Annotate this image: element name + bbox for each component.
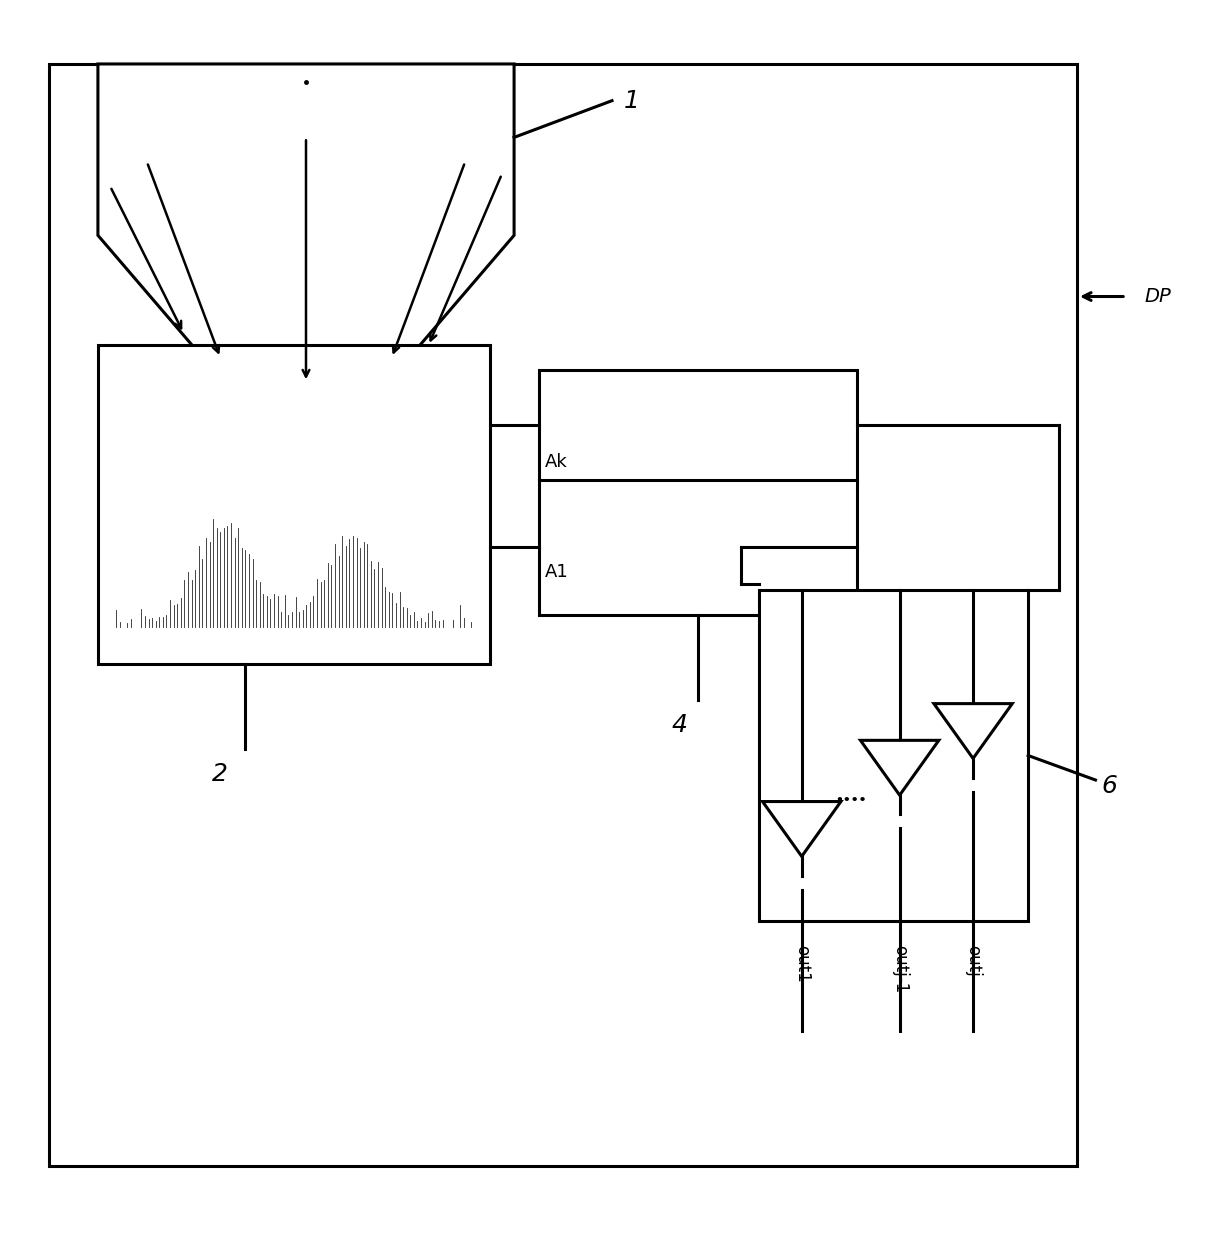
Polygon shape	[934, 703, 1012, 759]
Polygon shape	[98, 64, 514, 406]
Text: 1: 1	[624, 89, 640, 113]
Polygon shape	[763, 801, 841, 856]
Text: ••••: ••••	[835, 794, 867, 808]
Bar	[98, 346, 490, 663]
Text: outj: outj	[965, 946, 982, 977]
Bar	[49, 64, 1077, 1165]
Polygon shape	[860, 740, 939, 795]
Text: A1: A1	[545, 563, 568, 581]
Text: 4: 4	[672, 714, 687, 737]
Text: outj-1: outj-1	[891, 946, 908, 993]
Text: Ak: Ak	[545, 453, 568, 470]
Bar	[539, 370, 857, 614]
Bar	[759, 591, 1028, 920]
Text: DP: DP	[1144, 287, 1171, 306]
Text: 6: 6	[1102, 774, 1118, 798]
Text: 2: 2	[213, 762, 228, 786]
Text: out1: out1	[793, 946, 810, 983]
